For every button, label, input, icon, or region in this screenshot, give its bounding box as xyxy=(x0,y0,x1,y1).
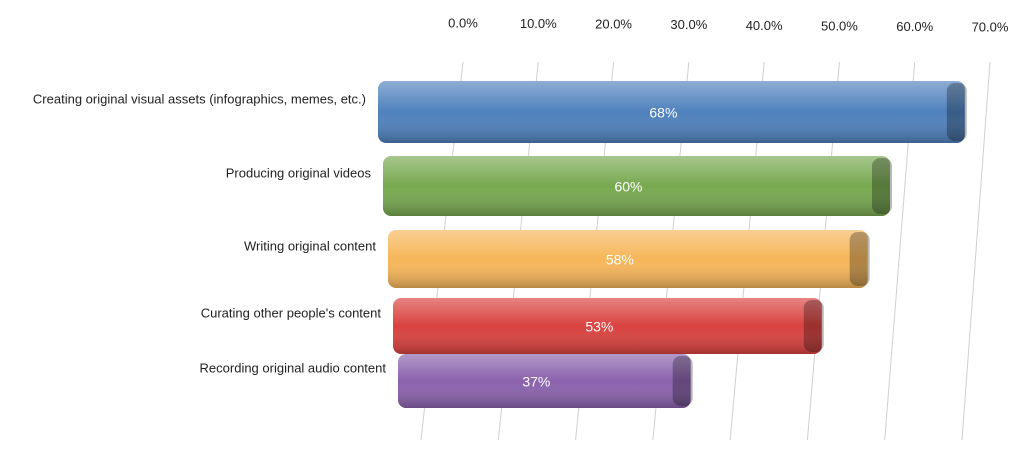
value-label: 37% xyxy=(522,374,550,390)
bar xyxy=(393,298,824,354)
category-label: Producing original videos xyxy=(226,165,372,180)
bar xyxy=(388,230,870,288)
bar xyxy=(378,81,967,143)
x-tick-label: 70.0% xyxy=(972,20,1009,35)
x-tick-label: 20.0% xyxy=(595,17,632,32)
value-label: 68% xyxy=(649,105,677,121)
x-tick-label: 10.0% xyxy=(520,16,557,31)
category-label: Creating original visual assets (infogra… xyxy=(33,91,366,106)
bar xyxy=(398,354,693,408)
category-label: Recording original audio content xyxy=(200,360,387,375)
x-tick-label: 40.0% xyxy=(746,18,783,33)
value-label: 58% xyxy=(606,252,634,268)
x-tick-label: 60.0% xyxy=(896,19,933,34)
value-label: 53% xyxy=(585,319,613,335)
x-tick-label: 0.0% xyxy=(448,15,478,30)
category-label: Writing original content xyxy=(244,238,376,253)
grid-line xyxy=(961,61,991,441)
x-tick-label: 30.0% xyxy=(670,17,707,32)
x-tick-label: 50.0% xyxy=(821,18,858,33)
category-label: Curating other people's content xyxy=(201,305,382,320)
value-label: 60% xyxy=(614,179,642,195)
bar xyxy=(383,156,892,216)
